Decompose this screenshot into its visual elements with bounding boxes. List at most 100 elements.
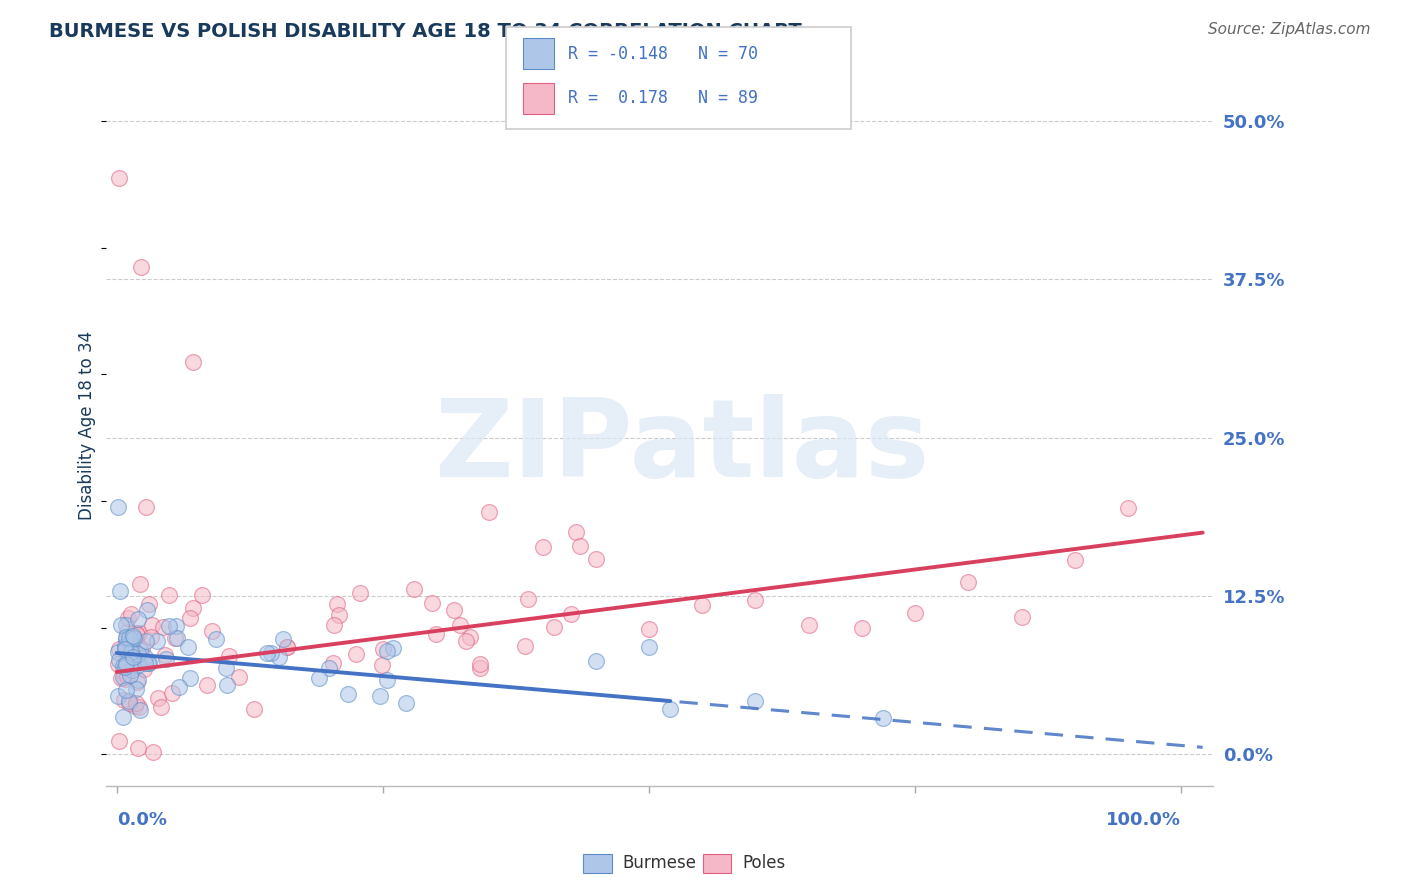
- Point: [150, 699, 173, 714]
- Point: [322, 656, 344, 670]
- Text: Burmese: Burmese: [623, 855, 697, 872]
- Point: [115, 630, 138, 644]
- Point: [163, 631, 186, 645]
- Point: [166, 631, 188, 645]
- Point: [120, 632, 142, 646]
- Text: BURMESE VS POLISH DISABILITY AGE 18 TO 34 CORRELATION CHART: BURMESE VS POLISH DISABILITY AGE 18 TO 3…: [49, 22, 801, 41]
- Point: [122, 631, 145, 645]
- Point: [114, 644, 136, 658]
- Point: [138, 657, 160, 671]
- Point: [344, 647, 367, 661]
- Point: [129, 703, 152, 717]
- Point: [120, 640, 142, 654]
- Point: [155, 652, 177, 666]
- Point: [1116, 500, 1139, 515]
- Point: [638, 640, 661, 654]
- Point: [957, 574, 980, 589]
- Point: [560, 607, 582, 621]
- Text: 0.0%: 0.0%: [117, 811, 167, 830]
- Point: [478, 505, 501, 519]
- Point: [112, 693, 135, 707]
- Point: [141, 617, 163, 632]
- Point: [118, 668, 141, 682]
- Point: [122, 630, 145, 644]
- Y-axis label: Disability Age 18 to 34: Disability Age 18 to 34: [79, 330, 96, 519]
- Point: [349, 585, 371, 599]
- Point: [118, 631, 141, 645]
- Point: [139, 630, 162, 644]
- Point: [454, 634, 477, 648]
- Point: [260, 646, 283, 660]
- Text: Poles: Poles: [742, 855, 786, 872]
- Point: [129, 576, 152, 591]
- Point: [128, 699, 150, 714]
- Point: [326, 597, 349, 611]
- Point: [337, 687, 360, 701]
- Point: [585, 654, 607, 668]
- Point: [420, 596, 443, 610]
- Point: [585, 552, 607, 566]
- Point: [375, 644, 398, 658]
- Point: [201, 624, 224, 638]
- Point: [205, 632, 228, 647]
- Point: [323, 618, 346, 632]
- Point: [797, 618, 820, 632]
- Point: [395, 697, 418, 711]
- Point: [120, 607, 142, 621]
- Point: [218, 648, 240, 663]
- Point: [114, 618, 136, 632]
- Point: [690, 598, 713, 612]
- Point: [132, 662, 155, 676]
- Text: 100.0%: 100.0%: [1107, 811, 1181, 830]
- Point: [121, 637, 143, 651]
- Point: [111, 670, 134, 684]
- Point: [425, 626, 447, 640]
- Point: [127, 740, 149, 755]
- Point: [115, 668, 138, 682]
- Point: [110, 618, 132, 632]
- Point: [107, 645, 129, 659]
- Point: [114, 639, 136, 653]
- Point: [276, 640, 298, 654]
- Point: [165, 619, 187, 633]
- Point: [122, 647, 145, 661]
- Point: [114, 657, 136, 672]
- Point: [114, 642, 136, 657]
- Point: [569, 539, 592, 553]
- Point: [1064, 552, 1087, 566]
- Point: [108, 653, 131, 667]
- Point: [565, 525, 588, 540]
- Point: [377, 673, 399, 688]
- Point: [125, 696, 148, 710]
- Point: [121, 649, 143, 664]
- Point: [381, 641, 404, 656]
- Point: [115, 682, 138, 697]
- Point: [134, 656, 156, 670]
- Point: [127, 612, 149, 626]
- Point: [117, 694, 139, 708]
- Point: [157, 588, 180, 602]
- Point: [167, 680, 190, 694]
- Point: [120, 636, 142, 650]
- Point: [138, 597, 160, 611]
- Point: [108, 734, 131, 748]
- Point: [177, 640, 200, 654]
- Point: [368, 690, 391, 704]
- Point: [128, 625, 150, 640]
- Point: [146, 691, 169, 706]
- Text: Source: ZipAtlas.com: Source: ZipAtlas.com: [1208, 22, 1371, 37]
- Point: [256, 646, 278, 660]
- Point: [183, 354, 205, 368]
- Point: [872, 711, 894, 725]
- Point: [276, 640, 298, 654]
- Point: [107, 657, 129, 671]
- Point: [127, 657, 149, 672]
- Point: [142, 745, 165, 759]
- Point: [110, 583, 132, 598]
- Point: [124, 699, 146, 714]
- Point: [107, 500, 129, 515]
- Point: [135, 603, 157, 617]
- Point: [179, 610, 201, 624]
- Point: [134, 650, 156, 665]
- Point: [191, 588, 214, 602]
